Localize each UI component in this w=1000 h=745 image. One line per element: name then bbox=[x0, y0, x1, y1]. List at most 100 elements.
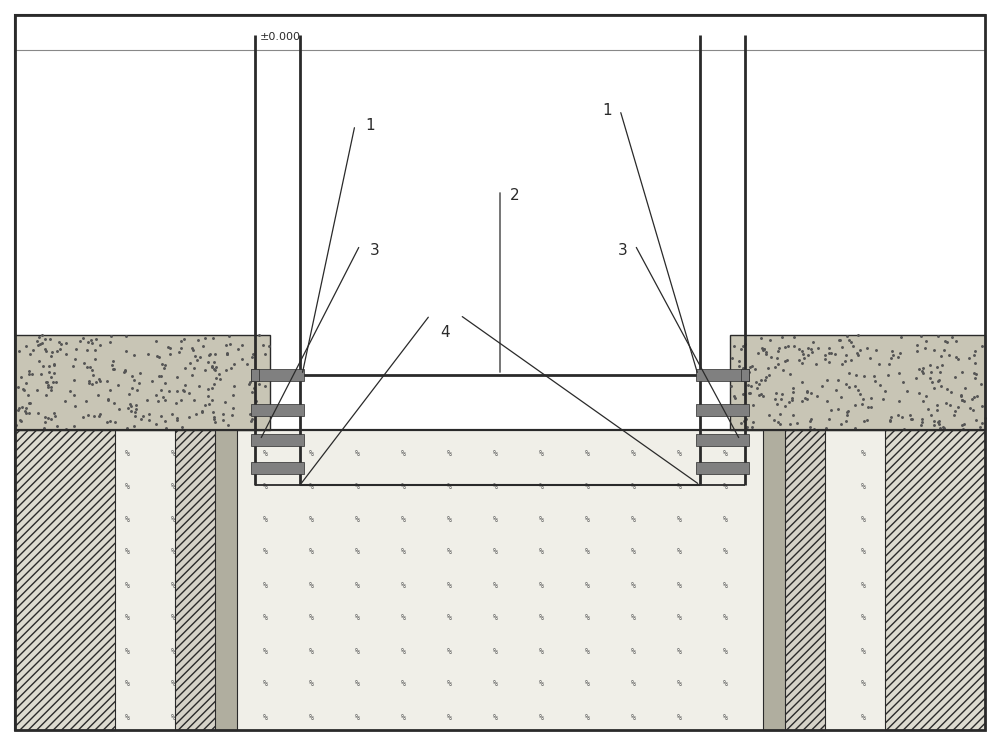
Text: %: % bbox=[493, 647, 498, 656]
Text: %: % bbox=[79, 679, 84, 688]
Text: %: % bbox=[33, 679, 38, 688]
Text: %: % bbox=[125, 481, 130, 490]
Text: %: % bbox=[263, 679, 268, 688]
Bar bbox=[251, 369, 259, 381]
Text: %: % bbox=[814, 712, 820, 721]
Bar bbox=[15, 380, 115, 730]
Text: %: % bbox=[768, 712, 774, 721]
Text: %: % bbox=[860, 515, 866, 524]
Text: %: % bbox=[493, 613, 498, 623]
Text: %: % bbox=[722, 515, 728, 524]
Text: %: % bbox=[79, 712, 84, 721]
Text: %: % bbox=[171, 580, 176, 589]
Text: ±0.000: ±0.000 bbox=[260, 32, 301, 42]
Text: %: % bbox=[309, 712, 314, 721]
Text: %: % bbox=[401, 448, 406, 457]
Text: %: % bbox=[814, 481, 820, 490]
Text: %: % bbox=[538, 515, 544, 524]
Text: %: % bbox=[401, 679, 406, 688]
Text: %: % bbox=[768, 548, 774, 557]
Bar bbox=[696, 404, 749, 416]
Text: %: % bbox=[676, 679, 682, 688]
Text: %: % bbox=[768, 448, 774, 457]
Text: %: % bbox=[538, 448, 544, 457]
Text: %: % bbox=[584, 712, 590, 721]
Text: %: % bbox=[79, 647, 84, 656]
Text: %: % bbox=[447, 647, 452, 656]
Text: %: % bbox=[676, 613, 682, 623]
Text: %: % bbox=[584, 679, 590, 688]
Text: %: % bbox=[217, 679, 222, 688]
Text: %: % bbox=[79, 481, 84, 490]
Text: %: % bbox=[125, 712, 130, 721]
Text: %: % bbox=[447, 679, 452, 688]
Bar bbox=[215, 430, 237, 730]
Text: %: % bbox=[355, 548, 360, 557]
Text: %: % bbox=[584, 515, 590, 524]
Text: %: % bbox=[401, 515, 406, 524]
Text: %: % bbox=[906, 679, 912, 688]
Text: %: % bbox=[171, 647, 176, 656]
Text: %: % bbox=[722, 647, 728, 656]
Text: %: % bbox=[401, 647, 406, 656]
Text: %: % bbox=[493, 712, 498, 721]
Text: %: % bbox=[401, 481, 406, 490]
Text: %: % bbox=[860, 481, 866, 490]
Text: 1: 1 bbox=[602, 103, 612, 118]
Text: 1: 1 bbox=[365, 118, 375, 133]
Text: %: % bbox=[171, 548, 176, 557]
Text: %: % bbox=[906, 647, 912, 656]
Text: %: % bbox=[722, 481, 728, 490]
Text: %: % bbox=[355, 580, 360, 589]
Text: %: % bbox=[538, 712, 544, 721]
Text: %: % bbox=[906, 481, 912, 490]
Text: %: % bbox=[814, 580, 820, 589]
Text: %: % bbox=[906, 613, 912, 623]
Text: %: % bbox=[860, 679, 866, 688]
Text: %: % bbox=[355, 647, 360, 656]
Text: %: % bbox=[355, 515, 360, 524]
Text: %: % bbox=[493, 481, 498, 490]
Text: %: % bbox=[952, 679, 958, 688]
Text: %: % bbox=[447, 515, 452, 524]
Bar bbox=[696, 462, 749, 474]
Text: %: % bbox=[493, 679, 498, 688]
Text: %: % bbox=[447, 548, 452, 557]
Text: %: % bbox=[631, 580, 636, 589]
Text: %: % bbox=[814, 448, 820, 457]
Text: %: % bbox=[768, 580, 774, 589]
Text: %: % bbox=[33, 712, 38, 721]
Text: %: % bbox=[355, 613, 360, 623]
Text: %: % bbox=[79, 580, 84, 589]
Text: %: % bbox=[33, 515, 38, 524]
Text: %: % bbox=[814, 647, 820, 656]
Bar bbox=[175, 350, 220, 730]
Bar bbox=[15, 15, 985, 430]
Text: %: % bbox=[952, 647, 958, 656]
Text: %: % bbox=[584, 613, 590, 623]
Text: %: % bbox=[952, 712, 958, 721]
Text: %: % bbox=[493, 580, 498, 589]
Text: %: % bbox=[676, 481, 682, 490]
Text: %: % bbox=[171, 613, 176, 623]
Text: %: % bbox=[33, 580, 38, 589]
Text: %: % bbox=[263, 580, 268, 589]
Text: %: % bbox=[906, 580, 912, 589]
Text: %: % bbox=[722, 448, 728, 457]
Text: %: % bbox=[538, 548, 544, 557]
Text: %: % bbox=[584, 548, 590, 557]
Text: %: % bbox=[79, 548, 84, 557]
Text: %: % bbox=[125, 679, 130, 688]
Text: %: % bbox=[676, 580, 682, 589]
Text: %: % bbox=[309, 647, 314, 656]
Bar bbox=[251, 462, 304, 474]
Text: %: % bbox=[33, 647, 38, 656]
Text: %: % bbox=[263, 481, 268, 490]
Text: %: % bbox=[631, 679, 636, 688]
Text: %: % bbox=[217, 580, 222, 589]
Text: %: % bbox=[768, 481, 774, 490]
Text: %: % bbox=[79, 448, 84, 457]
Text: %: % bbox=[631, 481, 636, 490]
Text: 4: 4 bbox=[440, 325, 450, 340]
Text: %: % bbox=[676, 647, 682, 656]
